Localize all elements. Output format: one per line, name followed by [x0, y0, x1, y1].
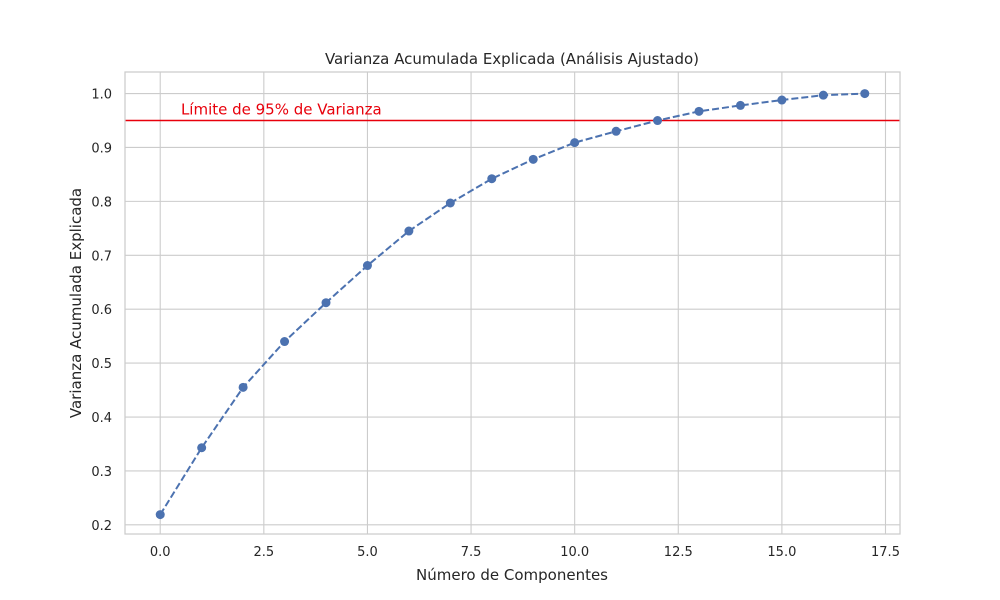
x-axis-title: Número de Componentes	[416, 566, 608, 584]
data-point	[735, 100, 745, 110]
data-point	[404, 226, 414, 236]
data-point	[570, 138, 580, 148]
data-point	[362, 261, 372, 271]
y-tick-label: 0.6	[91, 303, 112, 318]
data-point	[487, 174, 497, 184]
x-tick-label: 17.5	[871, 545, 900, 560]
data-point	[653, 116, 663, 126]
x-tick-label: 15.0	[767, 545, 796, 560]
reference-line-label: Límite de 95% de Varianza	[181, 101, 382, 119]
y-tick-label: 0.8	[91, 195, 112, 210]
data-point	[694, 106, 704, 116]
x-tick-label: 0.0	[150, 545, 171, 560]
series-group	[159, 92, 865, 516]
plot-frame	[124, 71, 901, 535]
data-point	[611, 126, 621, 136]
y-tick-labels: 0.2 0.3 0.4 0.5 0.6 0.7 0.8 0.9 1.0	[91, 88, 112, 534]
plot-area	[125, 72, 900, 534]
data-point	[445, 198, 455, 208]
y-tick-label: 0.4	[91, 411, 112, 426]
y-tick-label: 0.3	[91, 465, 112, 480]
x-tick-label: 7.5	[461, 545, 482, 560]
data-points	[155, 89, 870, 520]
data-point	[528, 154, 538, 164]
data-point	[818, 90, 828, 100]
reference-line-group: Límite de 95% de Varianza	[125, 101, 900, 122]
chart-title: Varianza Acumulada Explicada (Análisis A…	[325, 50, 699, 68]
y-tick-label: 0.9	[91, 141, 112, 156]
grid-lines	[125, 72, 900, 534]
data-point	[860, 89, 870, 99]
x-tick-label: 5.0	[357, 545, 378, 560]
data-point	[197, 443, 207, 453]
data-point	[280, 337, 290, 347]
x-tick-label: 10.0	[560, 545, 589, 560]
y-tick-label: 0.5	[91, 357, 112, 372]
data-point	[777, 95, 787, 105]
data-point	[321, 298, 331, 308]
series-line	[159, 92, 865, 516]
data-point	[238, 382, 248, 392]
x-tick-label: 2.5	[253, 545, 274, 560]
x-tick-label: 12.5	[664, 545, 693, 560]
y-tick-label: 0.2	[91, 519, 112, 534]
y-tick-label: 1.0	[91, 88, 112, 103]
y-tick-label: 0.7	[91, 249, 112, 264]
x-tick-labels: 0.0 2.5 5.0 7.5 10.0 12.5 15.0 17.5	[150, 545, 900, 560]
data-point	[155, 510, 165, 520]
y-axis-title: Varianza Acumulada Explicada	[67, 188, 85, 418]
